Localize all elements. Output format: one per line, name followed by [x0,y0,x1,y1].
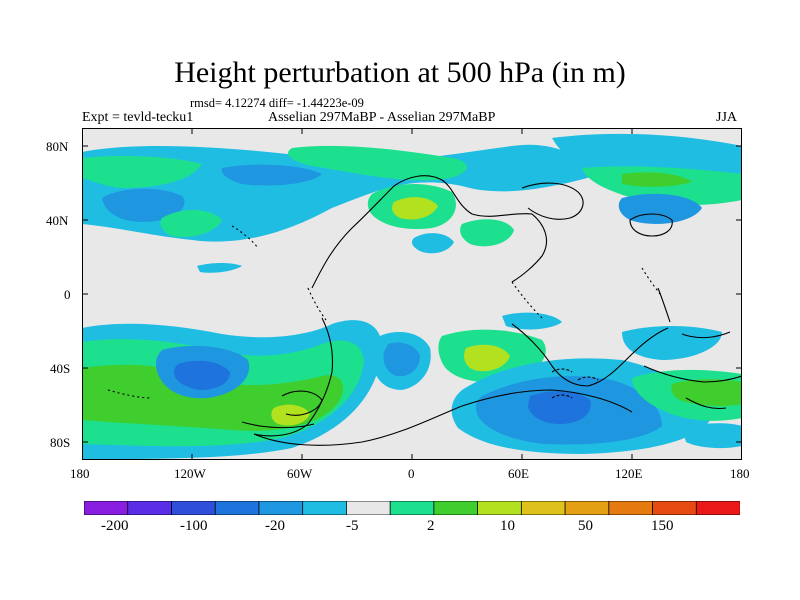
contour-blue-north-west [102,188,185,222]
contour-blue-south-mid [383,342,420,377]
colorbar-label-neg5: -5 [346,518,359,534]
contour-blue-north-mid [221,164,322,186]
colorbar-label-neg100: -100 [180,518,208,534]
colorbar-swatch [564,501,610,515]
coastline-arc-mid [307,287,327,321]
lon-label-120e: 120E [615,466,643,481]
coastline-gondwana-west [253,317,334,437]
contour-teal-north-west [82,156,202,188]
colorbar-swatch [652,501,697,515]
chart-title: Height perturbation at 500 hPa (in m) [174,56,626,89]
contour-fields [82,128,742,460]
axis-ticks [82,128,742,460]
colorbar-swatch [345,501,391,515]
lon-label-180-east: 180 [730,466,750,481]
colorbar-label-150: 150 [651,518,674,534]
contour-deepblue-south-east [528,391,591,424]
colorbar-swatch [84,501,129,515]
coastline-arc-far-east [641,267,661,295]
colorbar-swatch [302,501,348,515]
coastline-east-terranes [657,287,731,339]
lon-label-180-west: 180 [70,466,90,481]
coastline-southern-ring [241,421,315,429]
coastline-gondwana-inner [281,390,323,416]
colorbar-label-2: 2 [427,518,435,534]
colorbar-swatch [695,501,740,515]
coastline-siberia [521,182,584,220]
lon-label-60w: 60W [287,466,313,481]
colorbar-swatch [214,501,260,515]
lon-label-120w: 120W [174,466,206,481]
coastline-arc-south-west [107,389,153,399]
coastline-islands-south [551,368,599,399]
contour-cyan-tropics [197,263,242,273]
coastline-north-china [629,213,673,237]
lat-label-equator: 0 [64,287,71,302]
colorbar [84,501,740,515]
lat-label-80n: 80N [46,139,69,154]
coastline-gondwana-east [511,323,669,387]
coastline-arc-north [231,225,259,249]
contour-blue-north-east [618,193,702,224]
colorbar-label-neg20: -20 [265,518,285,534]
colorbar-swatch [433,501,479,515]
map-panel [82,128,742,460]
colorbar-label-10: 10 [500,518,515,534]
contour-yellow-eurasia [392,197,438,220]
contour-cyan-south-tip [682,423,742,449]
colorbar-swatch [520,501,566,515]
lat-label-80s: 80S [50,435,71,450]
stats-label: rmsd= 4.12274 diff= -1.44223e-09 [190,96,364,110]
coastline-south-tip [685,397,727,410]
colorbar-swatch [127,501,173,515]
contour-teal-asia [460,219,514,247]
colorbar-swatch [258,501,304,515]
lon-label-60e: 60E [508,466,529,481]
colorbar-swatch [477,501,523,515]
contour-cyan-asia [411,233,454,254]
lat-label-40s: 40S [50,361,71,376]
colorbar-label-50: 50 [578,518,593,534]
period-label: Asselian 297MaBP - Asselian 297MaBP [268,110,496,125]
coastline-laurussia [311,175,547,289]
contour-deepblue-south-west [174,360,230,390]
contour-cyan-south-far-east [622,326,722,360]
lon-label-0: 0 [408,466,415,481]
contour-yellow-south-africa [464,344,510,372]
contour-cyan-south-pacific [512,315,560,327]
season-label: JJA [716,110,738,125]
contour-teal-45n-west [160,209,222,238]
coastline-south-east [643,365,742,383]
paleo-coastlines [107,175,742,446]
experiment-label: Expt = tevld-tecku1 [82,110,194,125]
contour-teal-north-mid [288,145,467,181]
colorbar-label-neg200: -200 [101,518,129,534]
lat-label-40n: 40N [46,213,69,228]
colorbar-swatch [608,501,654,515]
colorbar-swatch [389,501,435,515]
contour-green-high-east [622,172,692,187]
coastline-gondwana-south [253,389,633,446]
colorbar-swatch [171,501,216,515]
